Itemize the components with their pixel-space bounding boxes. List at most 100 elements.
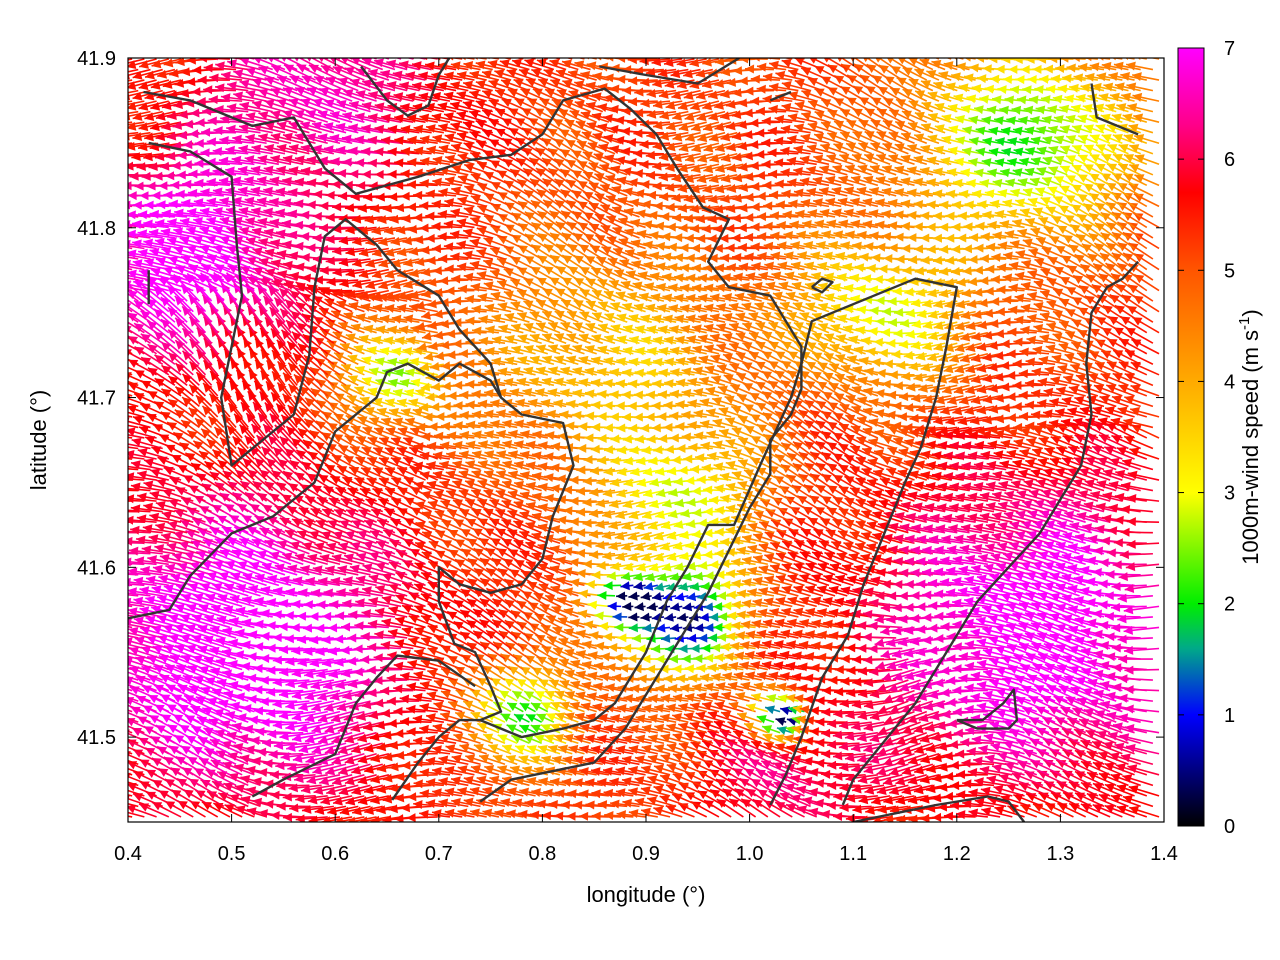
wind-arrow bbox=[943, 811, 976, 821]
wind-arrow bbox=[901, 784, 934, 795]
wind-arrow bbox=[463, 797, 493, 808]
wind-arrow bbox=[216, 770, 249, 787]
wind-arrow bbox=[628, 809, 658, 818]
wind-arrow bbox=[444, 765, 475, 776]
wind-arrow bbox=[128, 584, 133, 587]
wind-arrow bbox=[288, 783, 322, 793]
wind-arrow bbox=[895, 774, 927, 786]
wind-arrow bbox=[646, 796, 677, 808]
wind-arrow bbox=[469, 808, 500, 818]
wind-arrow bbox=[839, 782, 872, 792]
wind-arrow bbox=[314, 805, 347, 815]
wind-arrow bbox=[444, 808, 475, 818]
wind-arrow bbox=[1005, 783, 1038, 797]
wind-arrow bbox=[419, 809, 451, 819]
wind-arrow bbox=[871, 795, 903, 806]
wind-arrow bbox=[282, 792, 316, 802]
wind-arrow bbox=[128, 781, 139, 787]
wind-arrow bbox=[201, 801, 231, 818]
wind-arrow bbox=[628, 787, 658, 797]
wind-arrow bbox=[319, 774, 353, 786]
wind-arrow bbox=[1092, 782, 1123, 797]
wind-arrow bbox=[955, 810, 988, 820]
wind-arrow bbox=[450, 776, 481, 787]
wind-arrow bbox=[128, 759, 139, 766]
wind-arrow bbox=[419, 789, 451, 799]
wind-arrow bbox=[500, 798, 530, 808]
wind-arrow bbox=[615, 788, 646, 798]
wind-arrow bbox=[482, 808, 512, 818]
wind-arrow bbox=[1098, 793, 1129, 808]
wind-arrow bbox=[357, 795, 390, 806]
wind-arrow bbox=[128, 646, 133, 650]
wind-arrow bbox=[857, 774, 891, 784]
wind-arrow bbox=[312, 763, 347, 775]
wind-arrow bbox=[1086, 792, 1117, 808]
wind-arrow bbox=[432, 766, 463, 776]
wind-arrow bbox=[425, 799, 457, 809]
wind-arrow bbox=[469, 786, 500, 797]
wind-arrow bbox=[128, 804, 157, 818]
wind-arrow bbox=[321, 816, 353, 822]
wind-arrow bbox=[497, 765, 524, 776]
wind-arrow bbox=[870, 774, 903, 785]
wind-arrow bbox=[478, 754, 506, 766]
wind-arrow bbox=[438, 777, 469, 787]
wind-arrow bbox=[1013, 793, 1044, 808]
wind-arrow bbox=[413, 779, 444, 789]
wind-arrow bbox=[438, 798, 469, 808]
wind-arrow bbox=[128, 267, 133, 271]
wind-arrow bbox=[950, 781, 982, 791]
wind-arrow bbox=[313, 784, 347, 795]
wind-arrow bbox=[602, 766, 634, 776]
wind-arrow bbox=[506, 787, 536, 797]
wind-arrow bbox=[991, 763, 1025, 776]
wind-arrow bbox=[1128, 805, 1160, 818]
wind-arrow bbox=[357, 774, 390, 785]
wind-arrow bbox=[339, 805, 371, 816]
wind-arrow bbox=[640, 807, 671, 818]
wind-arrow bbox=[457, 808, 487, 818]
wind-arrow bbox=[128, 521, 133, 524]
wind-arrow bbox=[833, 771, 866, 781]
wind-arrow bbox=[401, 782, 432, 792]
wind-arrow bbox=[1116, 784, 1148, 797]
wind-arrow bbox=[406, 813, 438, 822]
wind-arrow bbox=[128, 688, 133, 692]
wind-arrow bbox=[956, 790, 988, 800]
wind-arrow bbox=[858, 795, 891, 805]
wind-arrow bbox=[444, 787, 475, 797]
wind-arrow bbox=[634, 797, 665, 808]
wind-arrow bbox=[494, 808, 524, 818]
wind-arrow bbox=[432, 788, 463, 798]
wind-arrow bbox=[640, 765, 671, 776]
wind-arrow bbox=[276, 781, 310, 791]
wind-arrow bbox=[1092, 761, 1123, 776]
wind-arrow bbox=[974, 777, 1007, 787]
wind-arrow bbox=[821, 769, 854, 779]
wind-arrow bbox=[640, 786, 671, 797]
wind-arrow bbox=[128, 802, 139, 808]
wind-arrow bbox=[591, 789, 622, 799]
wind-arrow bbox=[883, 795, 915, 805]
wind-arrow bbox=[509, 765, 536, 776]
wind-arrow bbox=[653, 764, 683, 776]
wind-arrow bbox=[609, 799, 640, 809]
wind-arrow bbox=[634, 776, 665, 787]
wind-arrow bbox=[438, 755, 469, 766]
wind-arrow bbox=[590, 767, 622, 776]
wind-arrow bbox=[628, 765, 658, 776]
wind-arrow bbox=[425, 756, 457, 766]
wind-arrow bbox=[659, 774, 689, 787]
wind-arrow bbox=[128, 246, 133, 250]
wind-arrow bbox=[1110, 773, 1141, 787]
wind-arrow bbox=[665, 804, 695, 818]
wind-arrow bbox=[451, 754, 481, 766]
wind-arrow bbox=[980, 786, 1013, 797]
wind-arrow bbox=[1104, 804, 1135, 818]
wind-arrow bbox=[519, 787, 548, 797]
wind-arrow bbox=[585, 778, 616, 788]
wind-arrow bbox=[470, 764, 500, 776]
wind-arrow bbox=[993, 785, 1025, 797]
wind-arrow bbox=[320, 795, 353, 806]
